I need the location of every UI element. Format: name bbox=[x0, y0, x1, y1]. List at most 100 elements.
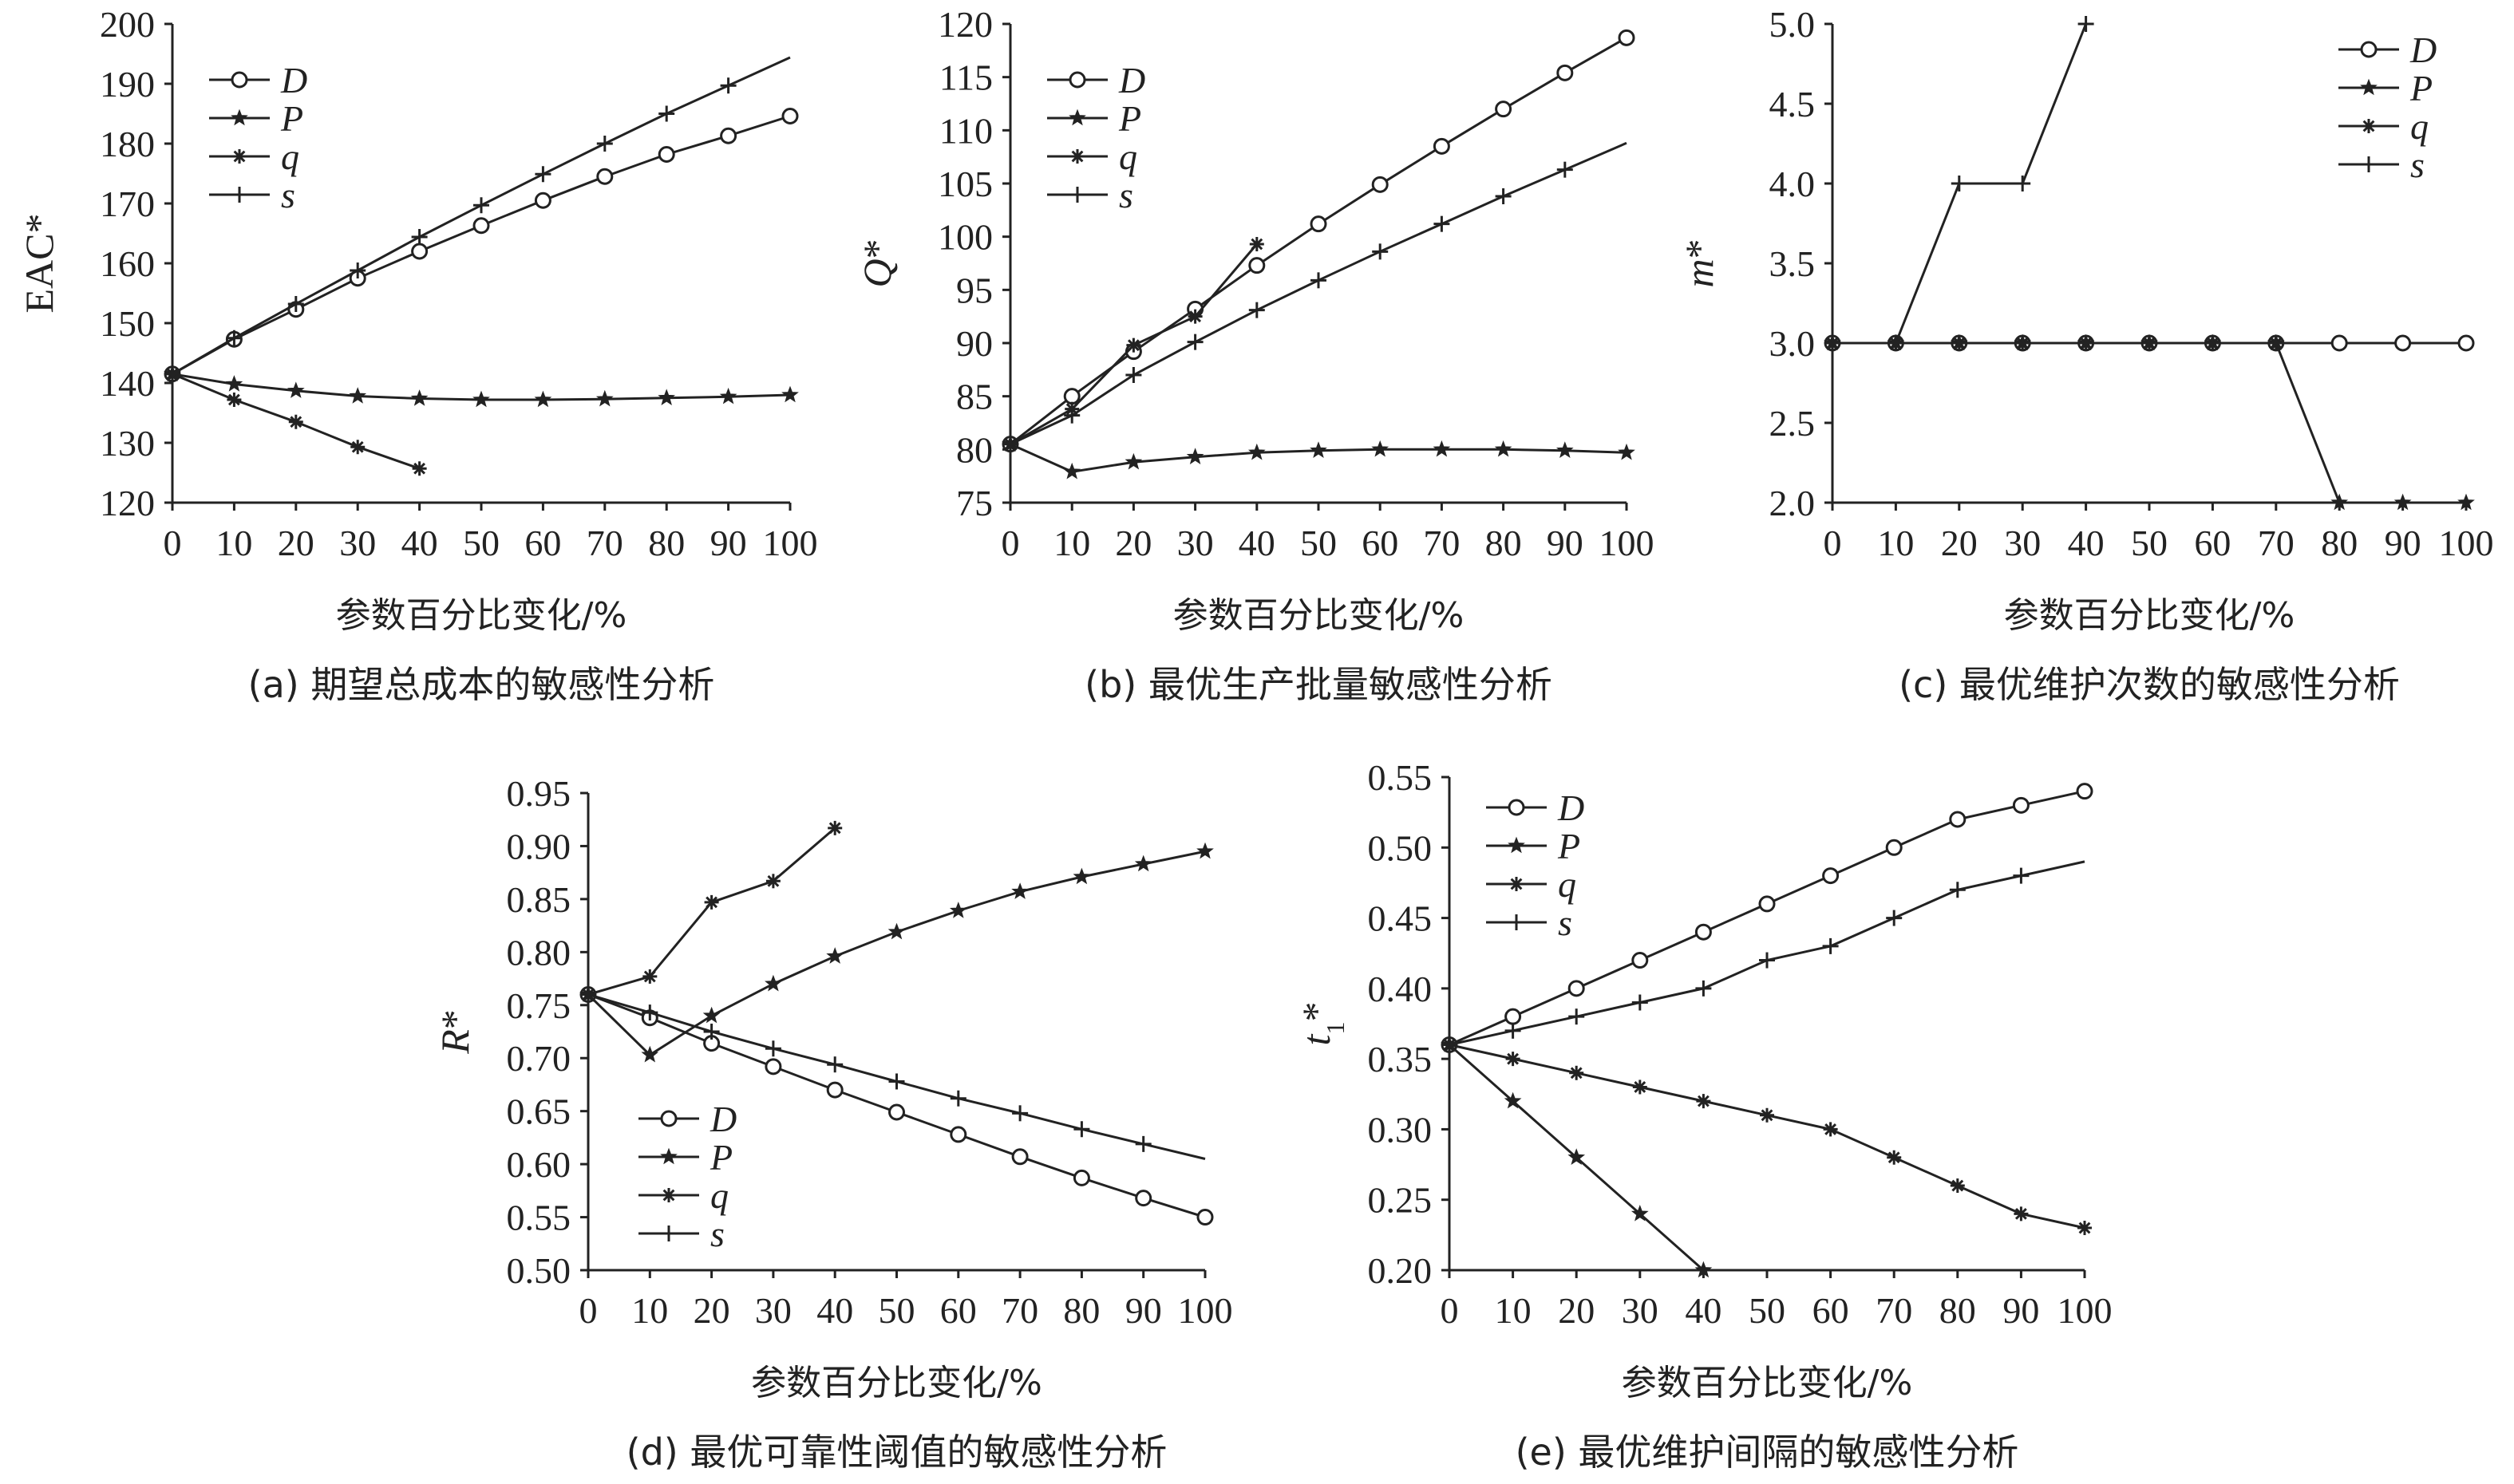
y-tick-label: 120 bbox=[100, 483, 155, 523]
data-point-P-shape bbox=[1567, 1148, 1586, 1165]
data-point-q-dot bbox=[1573, 1070, 1579, 1076]
data-point-P bbox=[949, 902, 967, 918]
x-tick-label: 10 bbox=[1495, 1290, 1532, 1331]
data-point-P-shape bbox=[1694, 1261, 1713, 1278]
data-point-P bbox=[826, 947, 844, 964]
x-tick-label: 90 bbox=[1547, 523, 1583, 563]
legend-marker-shape bbox=[231, 109, 248, 126]
series-line-q bbox=[1449, 1044, 2085, 1229]
data-point-P bbox=[1618, 443, 1635, 460]
data-point-q bbox=[2014, 1206, 2029, 1222]
legend-item-s: s bbox=[1047, 175, 1133, 215]
data-point-D bbox=[950, 1126, 967, 1143]
data-point-D-shape bbox=[2457, 334, 2475, 352]
data-point-s bbox=[580, 986, 596, 1003]
y-tick-label: 0.75 bbox=[507, 985, 571, 1026]
data-point-q-dot bbox=[293, 419, 299, 425]
data-point-q-dot bbox=[1955, 1182, 1961, 1189]
data-point-D bbox=[1504, 1008, 1522, 1025]
x-tick-label: 30 bbox=[755, 1290, 792, 1331]
y-tick-label: 2.0 bbox=[1769, 483, 1816, 523]
data-point-q-dot bbox=[1130, 342, 1136, 349]
data-point-P-shape bbox=[1196, 842, 1214, 859]
x-tick-label: 90 bbox=[1125, 1290, 1162, 1331]
legend-label: q bbox=[2410, 106, 2429, 147]
data-point-q bbox=[1950, 1178, 1965, 1194]
data-point-P bbox=[595, 389, 614, 407]
data-point-P-shape bbox=[658, 389, 676, 405]
data-point-s bbox=[1886, 910, 1903, 926]
data-point-D bbox=[1433, 137, 1450, 155]
y-tick-label: 190 bbox=[100, 64, 155, 105]
series-q bbox=[581, 820, 843, 1002]
data-point-P bbox=[1186, 448, 1204, 464]
data-point-D bbox=[1567, 980, 1585, 997]
data-point-q-dot bbox=[2209, 340, 2216, 346]
data-point-q bbox=[1569, 1065, 1584, 1080]
series-line-P bbox=[587, 850, 1206, 1057]
data-point-P bbox=[225, 375, 243, 392]
data-point-P-shape bbox=[1011, 882, 1029, 899]
y-tick-label: 0.65 bbox=[507, 1091, 571, 1132]
x-tick-label: 80 bbox=[648, 523, 685, 563]
y-axis-label-group: Q* bbox=[855, 239, 899, 287]
data-point-s bbox=[1556, 161, 1573, 178]
y-tick-label: 0.50 bbox=[1368, 827, 1433, 868]
data-point-P-shape bbox=[225, 375, 243, 392]
data-point-s bbox=[1012, 1105, 1029, 1122]
y-tick-label: 0.95 bbox=[507, 773, 571, 814]
legend-item-D: D bbox=[2338, 30, 2437, 70]
data-point-P-shape bbox=[349, 387, 367, 404]
x-tick-label: 30 bbox=[2004, 523, 2041, 563]
data-point-D bbox=[1011, 1148, 1029, 1166]
x-tick-label: 40 bbox=[816, 1290, 853, 1331]
series-line-q bbox=[587, 827, 836, 996]
x-tick-label: 20 bbox=[1115, 523, 1152, 563]
data-point-q bbox=[2015, 336, 2030, 350]
y-axis-label: m* bbox=[1677, 239, 1721, 287]
data-point-D-shape bbox=[781, 108, 799, 124]
data-point-q-dot bbox=[1254, 241, 1260, 247]
legend-marker bbox=[2362, 119, 2376, 133]
data-point-D-shape bbox=[826, 1081, 844, 1099]
series-P bbox=[1002, 435, 1635, 480]
legend-marker bbox=[662, 1188, 676, 1202]
data-point-D bbox=[2457, 334, 2475, 352]
legend-marker bbox=[1508, 799, 1525, 816]
data-point-D-shape bbox=[720, 127, 737, 144]
x-tick-label: 50 bbox=[879, 1290, 915, 1331]
data-point-q-dot bbox=[2083, 340, 2089, 346]
x-tick-label: 20 bbox=[1558, 1290, 1595, 1331]
data-point-P-shape bbox=[702, 1006, 721, 1024]
data-point-s bbox=[350, 262, 366, 278]
legend-item-s: s bbox=[638, 1214, 725, 1254]
data-point-P-shape bbox=[1631, 1204, 1649, 1222]
data-point-q-dot bbox=[1192, 314, 1199, 320]
data-point-q bbox=[2077, 1221, 2092, 1236]
data-point-s bbox=[950, 1090, 966, 1107]
y-tick-label: 75 bbox=[956, 483, 993, 523]
data-point-s bbox=[703, 1024, 720, 1040]
data-point-P bbox=[1555, 441, 1574, 458]
data-point-P bbox=[1494, 440, 1512, 457]
data-point-s bbox=[1951, 176, 1967, 191]
x-axis-title: 参数百分比变化/% bbox=[751, 1363, 1042, 1403]
data-point-P bbox=[2393, 493, 2412, 511]
data-point-s bbox=[1064, 407, 1081, 424]
data-point-D-shape bbox=[1011, 1148, 1029, 1166]
data-point-P bbox=[349, 387, 367, 404]
legend-label: P bbox=[710, 1137, 733, 1178]
y-tick-label: 0.70 bbox=[507, 1038, 571, 1079]
y-tick-label: 4.5 bbox=[1769, 84, 1816, 124]
data-point-D-shape bbox=[1631, 952, 1649, 969]
x-tick-label: 40 bbox=[401, 523, 438, 563]
series-line-D bbox=[1010, 36, 1627, 445]
data-point-D-shape bbox=[1495, 101, 1512, 118]
x-tick-label: 40 bbox=[1685, 1290, 1721, 1331]
data-point-P bbox=[2457, 493, 2475, 511]
data-point-s bbox=[596, 136, 613, 152]
data-point-s bbox=[1310, 272, 1326, 289]
data-point-D bbox=[765, 1058, 782, 1076]
data-point-D bbox=[781, 108, 799, 124]
